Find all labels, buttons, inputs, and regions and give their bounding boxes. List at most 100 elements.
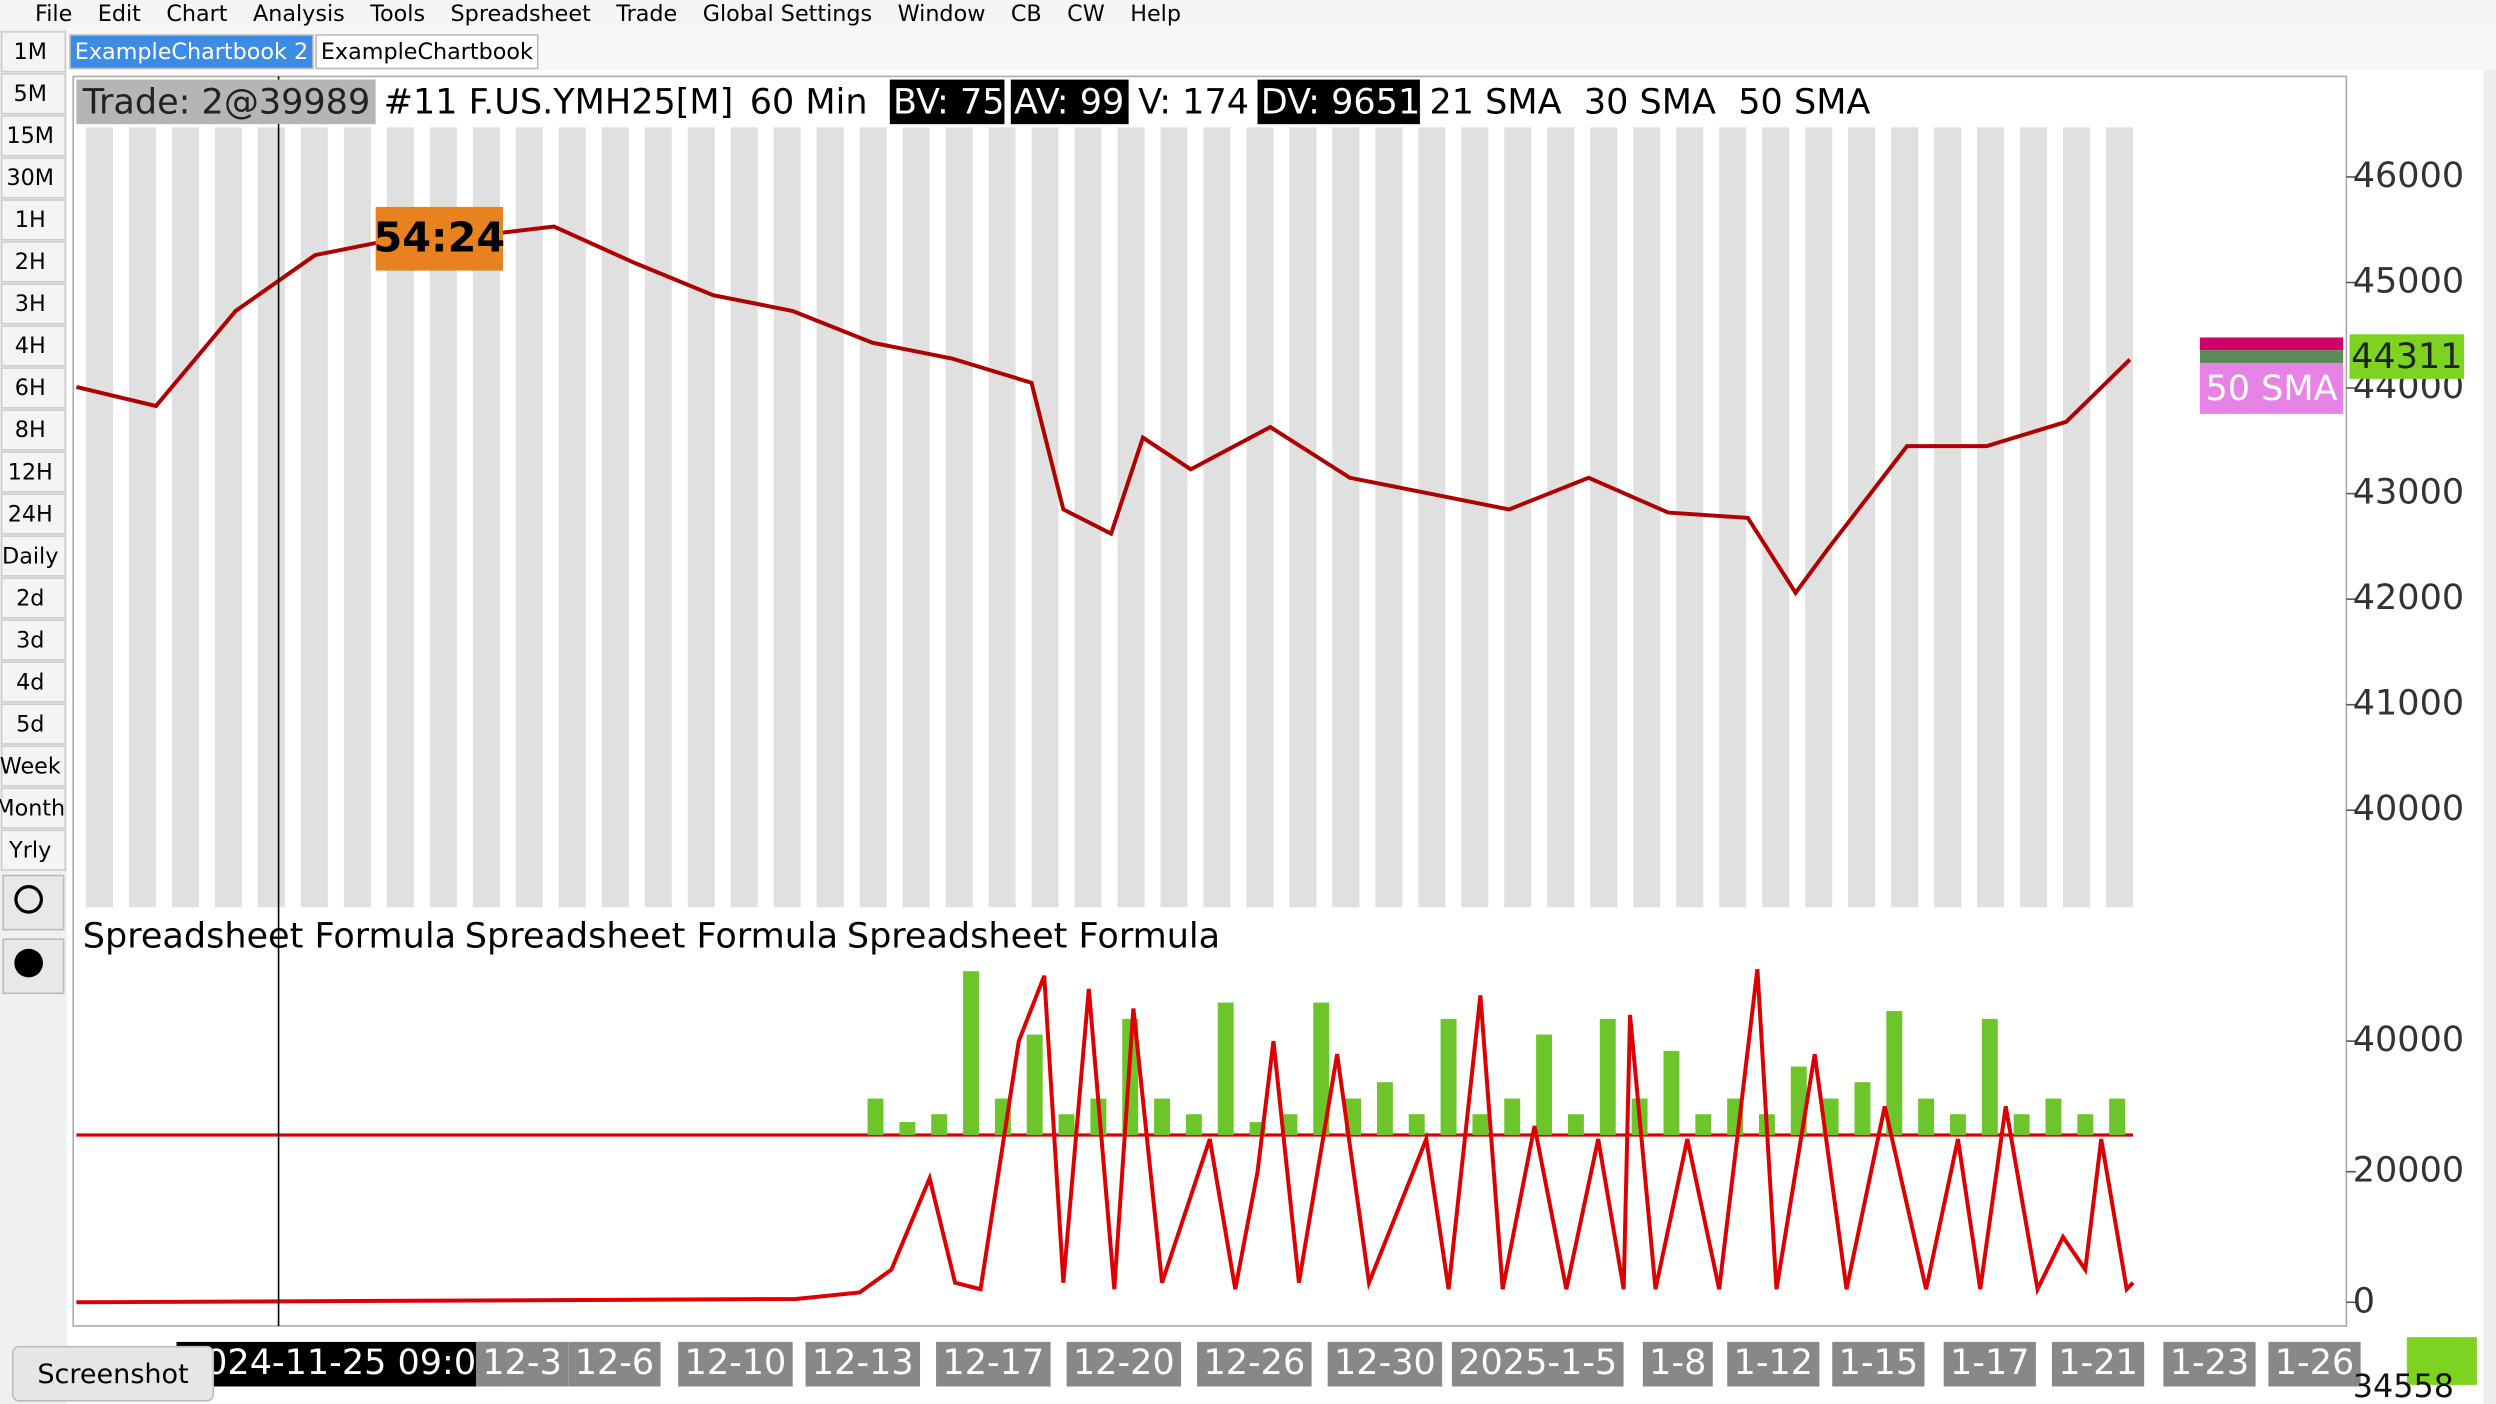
timeframe-label[interactable]: Daily <box>2 543 58 569</box>
formula-bar <box>1185 1114 1202 1135</box>
timer-bg <box>375 206 504 271</box>
menu-item[interactable]: Chart <box>166 1 227 27</box>
zoom-in[interactable] <box>2 874 65 931</box>
formula-bar <box>1313 1002 1330 1135</box>
timeframe-button[interactable] <box>0 325 67 367</box>
timeframe-label[interactable]: 15M <box>6 123 54 149</box>
timeframe-button[interactable] <box>0 535 67 577</box>
timeframe-button[interactable] <box>0 619 67 661</box>
y-tick-label: 46000 <box>2353 155 2464 196</box>
timeframe-button[interactable] <box>0 241 67 283</box>
formula-bar <box>1695 1114 1712 1135</box>
y-tick-label: 45000 <box>2353 261 2464 302</box>
session-stripe <box>816 127 844 908</box>
timeframe-label[interactable]: 2H <box>15 249 46 275</box>
timeframe-label[interactable]: 6H <box>15 375 46 401</box>
x-tick-bg <box>476 1341 569 1387</box>
menu-item[interactable]: Help <box>1130 1 1181 27</box>
timeframe-button[interactable] <box>0 829 67 871</box>
y-tick-label: 42000 <box>2353 577 2464 618</box>
timeframe-label[interactable]: 3H <box>15 291 46 317</box>
session-stripe <box>1676 127 1704 908</box>
menu-item[interactable]: Trade <box>615 1 677 27</box>
timeframe-button[interactable] <box>0 661 67 703</box>
sma-label: 50 SMA <box>2206 368 2338 409</box>
x-tick-bg <box>1642 1341 1713 1387</box>
session-stripe <box>1934 127 1962 908</box>
corner-tag <box>2406 1337 2477 1385</box>
x-tick-bg <box>1451 1341 1624 1387</box>
timeframe-button[interactable] <box>0 451 67 493</box>
lower-title: Spreadsheet Formula <box>465 916 838 957</box>
x-tick-bg <box>568 1341 661 1387</box>
x-tick-label: 2024-11-25 09:00 <box>183 1342 499 1383</box>
formula-bar <box>867 1098 884 1135</box>
formula-bar <box>1217 1002 1234 1135</box>
formula-bar <box>1536 1034 1553 1135</box>
timeframe-label[interactable]: 3d <box>16 627 44 653</box>
session-stripe <box>257 127 285 908</box>
lower-title: Spreadsheet Formula <box>847 916 1220 957</box>
screenshot-label[interactable]: Screenshot <box>37 1359 188 1390</box>
menu-item[interactable]: Global Settings <box>703 1 872 27</box>
study: 50 SMA <box>1738 81 1870 122</box>
menu-item[interactable]: CW <box>1067 1 1105 27</box>
tab-label[interactable]: ExampleChartbook <box>321 39 533 65</box>
timeframe-label[interactable]: 4d <box>16 669 44 695</box>
zoom-icon <box>14 885 43 914</box>
timeframe-label[interactable]: Week <box>0 753 61 779</box>
timeframe-button[interactable] <box>0 157 67 199</box>
timeframe-label[interactable]: 5M <box>14 81 47 107</box>
timeframe-label[interactable]: 1M <box>14 39 47 65</box>
tab[interactable] <box>69 34 314 70</box>
menu-item[interactable]: Spreadsheet <box>451 1 592 27</box>
timeframe-label[interactable]: 1H <box>15 207 46 233</box>
timeframe-label[interactable]: 2d <box>16 585 44 611</box>
formula-bar <box>1472 1114 1489 1135</box>
menu-item[interactable]: Window <box>898 1 986 27</box>
timeframe-button[interactable] <box>0 115 67 157</box>
timeframe-button[interactable] <box>0 745 67 787</box>
formula-bar <box>1663 1050 1680 1135</box>
menu-item[interactable]: Edit <box>98 1 141 27</box>
menu-item[interactable]: Analysis <box>253 1 345 27</box>
timeframe-button[interactable] <box>0 787 67 829</box>
timeframe-button[interactable] <box>0 367 67 409</box>
timeframe-label[interactable]: 12H <box>8 459 53 485</box>
tab[interactable] <box>315 34 539 70</box>
x-tick-label: 12-6 <box>575 1342 654 1383</box>
session-stripe <box>515 127 543 908</box>
timeframe-label[interactable]: 30M <box>6 165 54 191</box>
session-stripe <box>1633 127 1661 908</box>
timeframe-label[interactable]: 5d <box>16 711 44 737</box>
menu-item[interactable]: File <box>35 1 72 27</box>
timeframe-button[interactable] <box>0 703 67 745</box>
timeframe-label[interactable]: 8H <box>15 417 46 443</box>
timeframe-label[interactable]: Month <box>0 795 65 821</box>
formula-bar <box>1440 1018 1457 1135</box>
tab-label[interactable]: ExampleChartbook 2 <box>75 39 308 65</box>
timeframe-label[interactable]: 4H <box>15 333 46 359</box>
timeframe-button[interactable] <box>0 493 67 535</box>
x-tick-bg <box>2051 1341 2145 1387</box>
timeframe-button[interactable] <box>0 31 67 73</box>
session-stripe <box>1332 127 1360 908</box>
timeframe-button[interactable] <box>0 199 67 241</box>
dv-bg <box>1257 79 1420 125</box>
menu-item[interactable]: Tools <box>369 1 425 27</box>
x-tick-bg <box>1197 1341 1312 1387</box>
timeframe-label[interactable]: 24H <box>8 501 53 527</box>
screenshot-button[interactable] <box>11 1345 215 1402</box>
timeframe-button[interactable] <box>0 283 67 325</box>
x-tick-bg <box>1943 1341 2036 1387</box>
timeframe-button[interactable] <box>0 73 67 115</box>
menu-item[interactable]: CB <box>1011 1 1042 27</box>
timeframe-button[interactable] <box>0 409 67 451</box>
timeframe-label[interactable]: Yrly <box>8 837 51 863</box>
timeframe-button[interactable] <box>0 577 67 619</box>
session-stripe <box>1805 127 1833 908</box>
symbol: #11 F.US.YMH25[M] <box>384 81 734 122</box>
x-tick-label: 2025-1-5 <box>1458 1342 1617 1383</box>
session-stripe <box>1977 127 2005 908</box>
